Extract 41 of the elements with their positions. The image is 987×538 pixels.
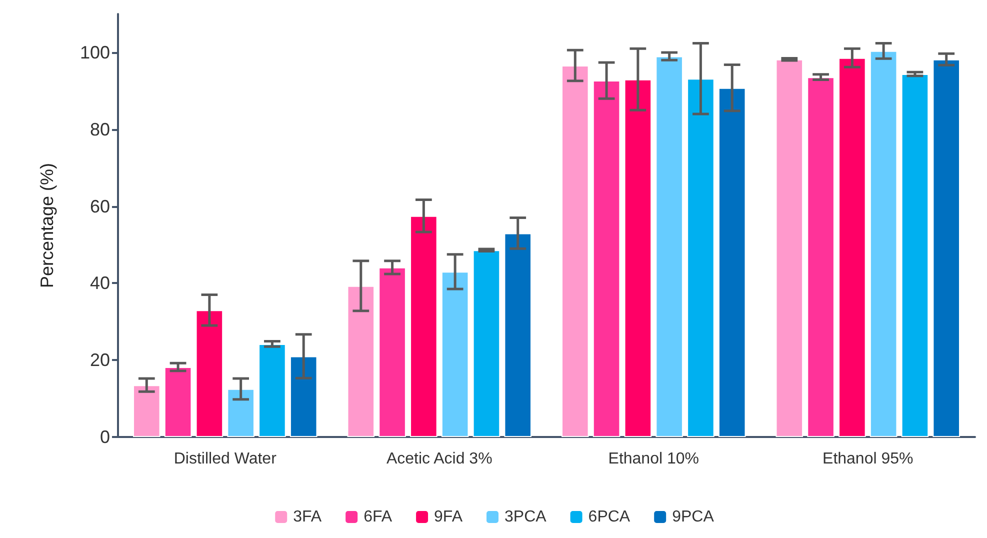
bar	[718, 88, 746, 437]
bar	[347, 286, 375, 437]
y-tick-label: 20	[90, 350, 110, 370]
bar	[901, 74, 929, 437]
bar	[472, 250, 500, 437]
x-tick-label: Ethanol 95%	[822, 450, 914, 468]
bar	[258, 344, 286, 437]
x-tick-label: Ethanol 10%	[608, 450, 699, 468]
y-tick-label: 40	[90, 273, 110, 294]
y-tick-label: 0	[100, 427, 110, 447]
bar	[227, 388, 254, 437]
bar	[561, 66, 589, 437]
legend-label: 9FA	[434, 508, 463, 526]
bar	[133, 385, 160, 437]
legend-label: 6FA	[364, 508, 392, 526]
bar	[656, 56, 683, 437]
bar	[932, 59, 960, 437]
y-tick-label: 80	[90, 119, 110, 140]
bar	[504, 233, 532, 437]
legend-label: 3FA	[293, 508, 322, 526]
bar	[164, 367, 192, 437]
bar	[196, 310, 224, 437]
bar	[592, 80, 620, 437]
legend-label: 9PCA	[672, 508, 714, 526]
bar	[378, 267, 406, 437]
bar	[441, 272, 469, 437]
y-tick-label: 100	[80, 42, 110, 62]
bar	[870, 50, 898, 437]
bar	[687, 78, 714, 437]
legend-label: 3PCA	[504, 508, 547, 526]
bar	[624, 79, 652, 437]
x-tick-label: Acetic Acid 3%	[386, 450, 492, 468]
bar	[776, 59, 804, 437]
y-tick-label: 60	[90, 196, 110, 216]
y-axis-title: Percentage (%)	[37, 162, 57, 288]
x-tick-label: Distilled Water	[174, 450, 278, 468]
bar	[290, 356, 318, 437]
bar	[410, 216, 438, 437]
legend-label: 6PCA	[588, 508, 630, 526]
bar	[838, 58, 866, 437]
bar	[807, 77, 834, 437]
